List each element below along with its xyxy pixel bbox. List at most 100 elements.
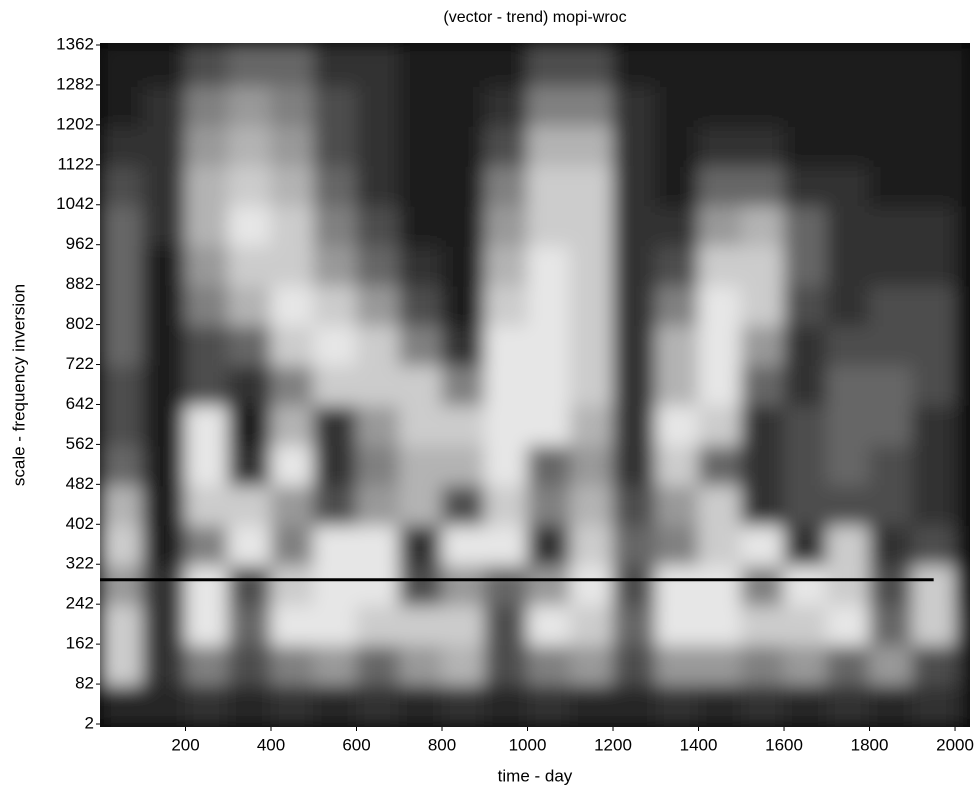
heat-cell — [869, 365, 913, 406]
heat-cell — [612, 205, 657, 247]
heat-cell — [270, 484, 315, 526]
heat-cell — [954, 43, 970, 87]
heat-cell — [612, 285, 657, 327]
heat-cell — [270, 644, 315, 686]
heat-cell — [569, 325, 614, 367]
heat-cell — [569, 285, 614, 327]
heat-cell — [740, 444, 785, 486]
heat-cell — [655, 524, 700, 566]
heat-cell — [270, 564, 315, 606]
heat-cell — [527, 205, 571, 247]
heat-cell — [655, 165, 700, 207]
heat-cell — [142, 524, 187, 566]
heat-cell — [826, 524, 871, 566]
heat-cell — [783, 205, 828, 247]
heat-cell — [185, 165, 229, 207]
heat-cell — [441, 43, 486, 87]
heat-cell — [954, 125, 970, 167]
heat-cell — [313, 564, 358, 606]
heat-cell — [698, 604, 742, 646]
heat-cell — [869, 444, 913, 486]
heat-cell — [569, 684, 614, 727]
heat-cell — [356, 85, 400, 127]
heat-cell — [227, 325, 272, 367]
heat-cell — [911, 444, 956, 486]
heat-cell — [100, 125, 144, 167]
x-tick-label: 600 — [342, 735, 370, 754]
heat-cell — [869, 604, 913, 646]
heat-cell — [441, 524, 486, 566]
heat-cell — [142, 245, 187, 287]
heat-cell — [142, 285, 187, 327]
heat-cell — [783, 524, 828, 566]
heat-cell — [527, 484, 571, 526]
heat-cell — [698, 444, 742, 486]
heat-cell — [100, 564, 144, 606]
heat-cell — [484, 444, 529, 486]
heat-cell — [484, 43, 529, 87]
heat-cell — [569, 564, 614, 606]
heat-cell — [911, 484, 956, 526]
y-tick-label: 962 — [66, 234, 94, 253]
heat-cell — [398, 684, 443, 727]
heat-cell — [270, 604, 315, 646]
heat-cell — [100, 85, 144, 127]
heat-cell — [826, 564, 871, 606]
heat-cell — [100, 285, 144, 327]
heat-cell — [441, 564, 486, 606]
heat-cell — [698, 564, 742, 606]
heat-cell — [398, 404, 443, 446]
heat-cell — [100, 43, 144, 87]
heat-cell — [441, 325, 486, 367]
heat-cell — [398, 644, 443, 686]
heat-cell — [911, 205, 956, 247]
heat-cell — [142, 604, 187, 646]
heat-cell — [484, 365, 529, 406]
heat-cell — [612, 165, 657, 207]
heat-cell — [954, 325, 970, 367]
heat-cell — [911, 524, 956, 566]
heat-cell — [484, 85, 529, 127]
heat-cell — [527, 125, 571, 167]
heat-cell — [911, 365, 956, 406]
heat-cell — [527, 245, 571, 287]
heat-cell — [612, 524, 657, 566]
y-tick-label: 1282 — [56, 74, 94, 93]
y-tick-label: 642 — [66, 394, 94, 413]
heatmap — [100, 43, 970, 727]
heat-cell — [398, 165, 443, 207]
heat-cell — [313, 325, 358, 367]
heat-cell — [569, 365, 614, 406]
heat-cell — [826, 43, 871, 87]
heat-cell — [911, 285, 956, 327]
heat-cell — [655, 285, 700, 327]
heat-cell — [698, 85, 742, 127]
y-tick-label: 162 — [66, 634, 94, 653]
heat-cell — [612, 43, 657, 87]
heat-cell — [954, 245, 970, 287]
heat-cell — [569, 404, 614, 446]
heat-cell — [484, 325, 529, 367]
heat-cell — [100, 524, 144, 566]
heat-cell — [313, 404, 358, 446]
heat-cell — [826, 444, 871, 486]
heat-cell — [783, 43, 828, 87]
heat-cell — [527, 285, 571, 327]
y-tick-label: 482 — [66, 474, 94, 493]
heat-cell — [783, 564, 828, 606]
heat-cell — [612, 684, 657, 727]
heat-cell — [826, 484, 871, 526]
heat-cell — [612, 365, 657, 406]
heat-cell — [356, 564, 400, 606]
heat-cell — [441, 125, 486, 167]
heat-cell — [569, 165, 614, 207]
heat-cell — [527, 684, 571, 727]
heat-cell — [227, 165, 272, 207]
y-tick-label: 722 — [66, 354, 94, 373]
heat-cell — [612, 125, 657, 167]
heat-cell — [869, 165, 913, 207]
heat-cell — [484, 484, 529, 526]
heat-cell — [655, 365, 700, 406]
heat-cell — [185, 43, 229, 87]
heat-cell — [826, 404, 871, 446]
